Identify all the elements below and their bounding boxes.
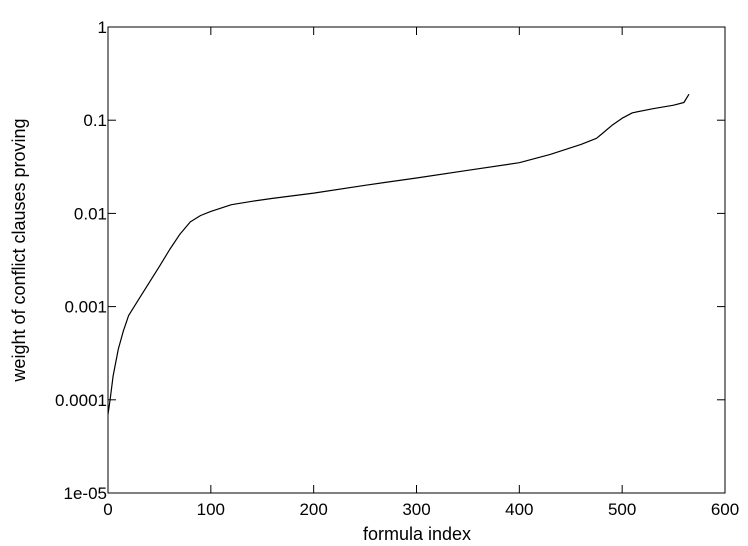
x-tick-label: 0 [103,500,112,519]
x-tick-label: 500 [608,500,636,519]
y-tick-label: 0.01 [74,204,107,223]
plot-frame [107,26,726,494]
x-tick-label: 200 [299,500,327,519]
series-group [107,93,690,415]
y-tick-label: 0.1 [83,111,107,130]
ticks-group: 0 100 200 300 400 500 600 1e-05 0.0001 0.001 0.01 0… [55,18,739,519]
y-axis-label: weight of conflict clauses proving [9,118,29,382]
series-line [107,93,690,415]
x-tick-label: 600 [711,500,739,519]
y-tick-label: 0.0001 [55,391,107,410]
y-tick-label: 0.001 [64,298,107,317]
plot-frame-group [107,26,726,494]
x-axis-label: formula index [363,524,471,544]
x-tick-label: 100 [197,500,225,519]
y-tick-label: 1 [98,18,107,37]
x-tick-label: 400 [505,500,533,519]
y-tick-label: 1e-05 [64,484,107,503]
x-tick-label: 300 [402,500,430,519]
